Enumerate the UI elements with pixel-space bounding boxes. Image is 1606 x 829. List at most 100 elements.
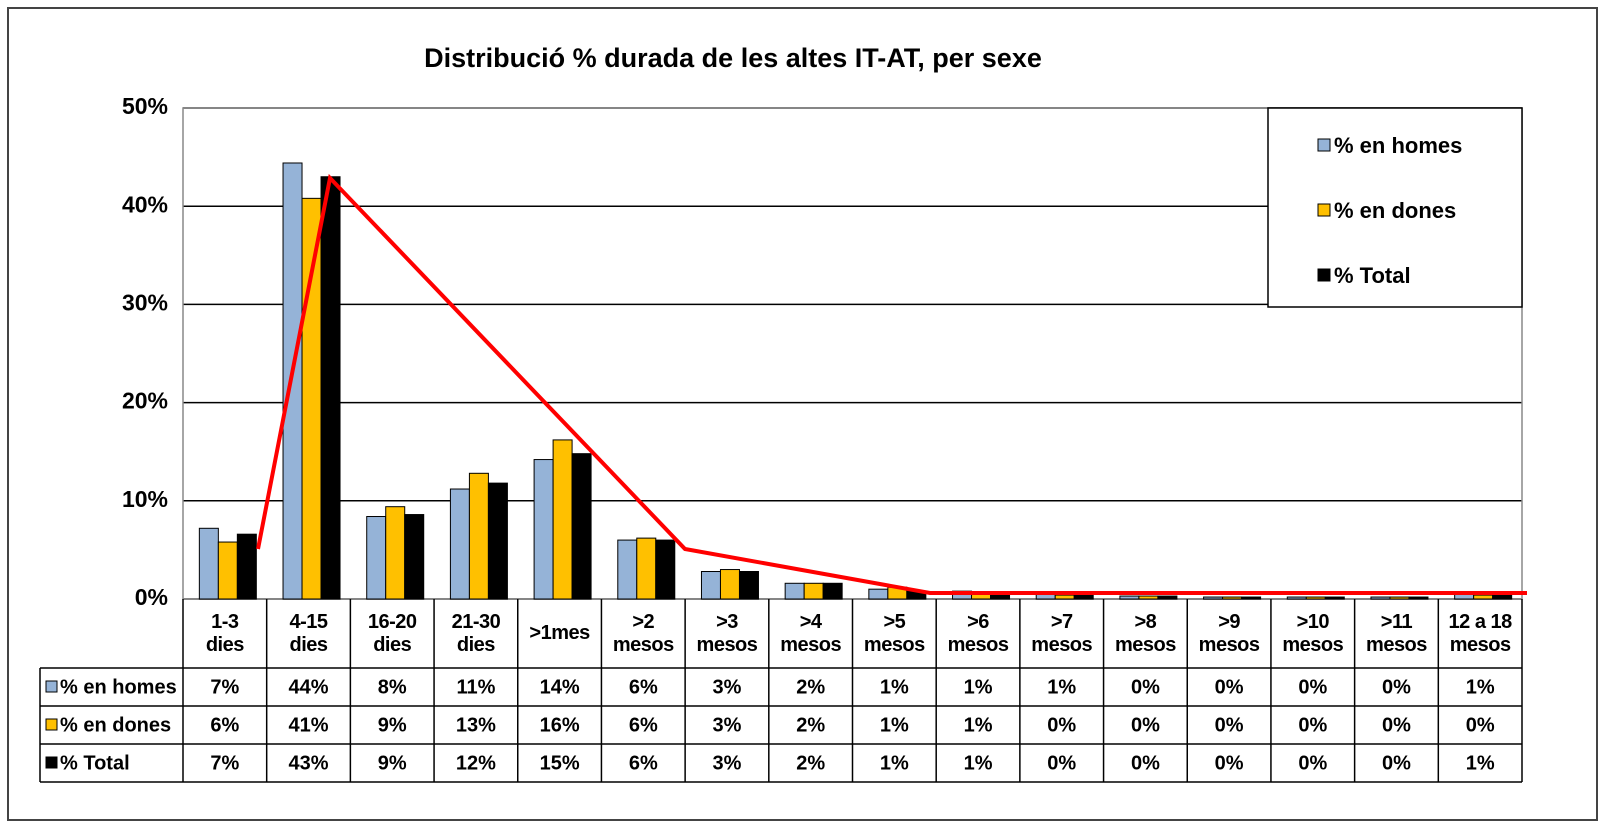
table-value: 0% (1466, 714, 1495, 736)
y-tick-label: 20% (122, 388, 168, 414)
table-value: 1% (880, 714, 909, 736)
table-value: 1% (1466, 676, 1495, 698)
table-value: 11% (456, 676, 495, 698)
x-tick-label: >9 mesos (1198, 610, 1260, 656)
table-value: 6% (210, 714, 239, 736)
frame (7, 7, 1598, 821)
bar (1073, 594, 1094, 600)
table-value: 0% (1382, 752, 1411, 774)
x-tick-label: >6 mesos (947, 610, 1009, 656)
bar (738, 571, 759, 600)
bar (366, 516, 387, 600)
x-tick-label: >10 mesos (1282, 610, 1344, 656)
table-value: 1% (964, 676, 993, 698)
table-row-label: % Total (60, 752, 130, 774)
bar (320, 176, 341, 600)
bar (533, 459, 554, 600)
bar (571, 453, 592, 600)
table-value: 7% (210, 752, 239, 774)
table-value: 3% (713, 714, 742, 736)
y-tick-label: 30% (122, 289, 168, 315)
table-value: 1% (880, 676, 909, 698)
table-value: 12% (456, 752, 496, 774)
x-tick-label: 12 a 18 mesos (1448, 610, 1513, 656)
table-value: 0% (1131, 752, 1160, 774)
x-tick-label: >2 mesos (612, 610, 674, 656)
table-value: 3% (713, 676, 742, 698)
bar (784, 582, 805, 600)
x-tick-label: >4 mesos (780, 610, 842, 656)
table-value: 0% (1215, 676, 1244, 698)
bar (198, 527, 219, 600)
table-value: 0% (1298, 714, 1327, 736)
bar (1157, 595, 1178, 600)
x-tick-label: >1mes (529, 622, 590, 644)
bar (636, 537, 657, 600)
table-value: 0% (1215, 752, 1244, 774)
y-tick-label: 0% (135, 584, 168, 610)
table-value: 16% (540, 714, 580, 736)
legend-key (1317, 268, 1331, 282)
legend-label: % Total (1334, 263, 1411, 288)
table-value: 13% (456, 714, 496, 736)
bar (385, 506, 406, 600)
x-tick-label: >3 mesos (696, 610, 758, 656)
trend-line (256, 173, 1527, 595)
x-tick-label: 21-30 dies (451, 610, 501, 656)
bar (868, 588, 889, 600)
table-value: 44% (289, 676, 329, 698)
table-value: 1% (964, 714, 993, 736)
table-value: 0% (1382, 676, 1411, 698)
bar (449, 488, 470, 600)
legend-key (1317, 203, 1331, 217)
table-value: 0% (1298, 676, 1327, 698)
table-value: 6% (629, 714, 658, 736)
x-tick-label: >11 mesos (1366, 610, 1427, 656)
bar (822, 582, 843, 600)
x-tick-label: >7 mesos (1031, 610, 1093, 656)
bar (217, 541, 238, 600)
y-tick-label: 40% (122, 191, 168, 217)
bar (617, 539, 638, 600)
x-tick-label: 1-3 dies (205, 610, 245, 656)
table-value: 6% (629, 676, 658, 698)
x-tick-label: 16-20 dies (367, 610, 417, 656)
table-legend-key (45, 756, 58, 769)
table-value: 2% (796, 714, 825, 736)
legend-label: % en homes (1334, 133, 1462, 158)
table-value: 2% (796, 676, 825, 698)
bar (655, 539, 676, 600)
table-value: 1% (964, 752, 993, 774)
table-value: 1% (1047, 676, 1076, 698)
bar (301, 197, 322, 600)
table-value: 8% (378, 676, 407, 698)
table-value: 3% (713, 752, 742, 774)
table-value: 6% (629, 752, 658, 774)
table-value: 15% (540, 752, 580, 774)
table-value: 14% (540, 676, 580, 698)
bar (487, 482, 508, 600)
bar (803, 582, 824, 600)
table-value: 0% (1298, 752, 1327, 774)
table-value: 41% (289, 714, 329, 736)
bar (1408, 596, 1429, 600)
bar (236, 533, 257, 600)
table-value: 0% (1131, 676, 1160, 698)
bar (552, 439, 573, 600)
x-tick-label: 4-15 dies (289, 610, 329, 656)
table-value: 2% (796, 752, 825, 774)
table-value: 1% (1466, 752, 1495, 774)
table-value: 7% (210, 676, 239, 698)
bar (719, 569, 740, 600)
table-value: 1% (880, 752, 909, 774)
legend-label: % en dones (1334, 198, 1456, 223)
chart-title: Distribució % durada de les altes IT-AT,… (424, 43, 1042, 73)
legend (1267, 107, 1523, 308)
bar (700, 571, 721, 600)
y-tick-label: 10% (122, 486, 168, 512)
bar (1241, 596, 1262, 600)
bar (404, 514, 425, 600)
table-row-label: % en homes (60, 676, 177, 698)
x-tick-label: >8 mesos (1114, 610, 1176, 656)
